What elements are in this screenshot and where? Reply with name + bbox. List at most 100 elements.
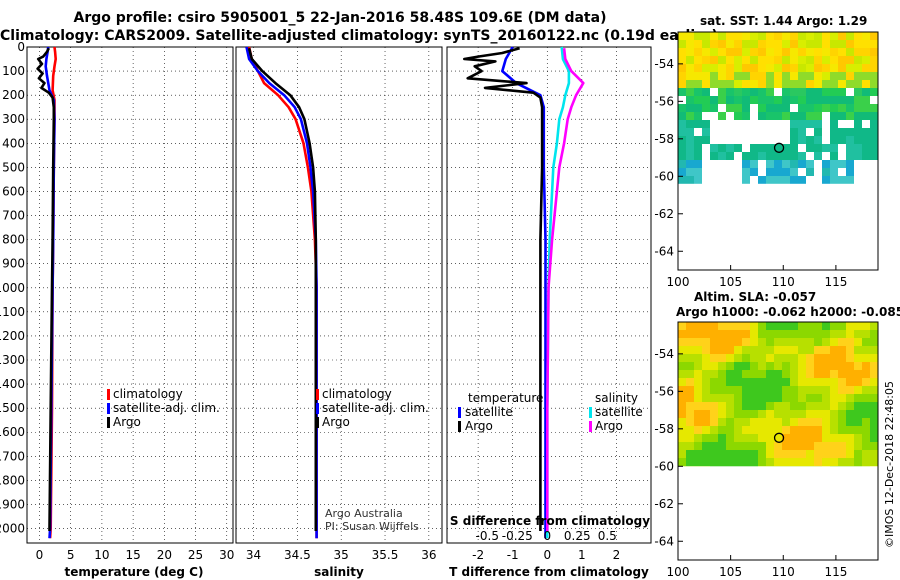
map-cell [710,80,718,88]
map-cell [854,394,862,402]
map-cell [854,426,862,434]
map-cell [862,418,870,426]
map-cell [822,394,830,402]
map-cell [806,346,814,354]
map-cell [678,426,686,434]
map-cell [726,386,734,394]
map-cell [766,168,774,176]
map-cell [846,322,854,330]
map-cell [806,434,814,442]
map-cell [814,40,822,48]
map-cell [862,354,870,362]
map-cell [846,168,854,176]
map-cell [854,330,862,338]
map-x-tick-label: 115 [824,275,847,289]
argo-float-marker [773,432,785,443]
x-tick-label: 20 [157,548,172,562]
map-cell [830,32,838,40]
legend-title: temperature [468,391,543,405]
legend-swatch [589,421,592,432]
legend-label: satellite [595,405,643,419]
map-cell [718,458,726,466]
map-cell [678,458,686,466]
map-cell [814,418,822,426]
map-cell [726,450,734,458]
map-cell [766,56,774,64]
map-cell [758,152,766,160]
map-cell [718,96,726,104]
map-y-tick-label: -60 [654,459,674,473]
map-cell [782,442,790,450]
map-cell [822,354,830,362]
map-cell [694,450,702,458]
map-cell [854,88,862,96]
map-cell [694,330,702,338]
map-cell [782,362,790,370]
map-cell [806,426,814,434]
map-cell [798,402,806,410]
map-cell [742,168,750,176]
map-cell [694,160,702,168]
map-cell [726,410,734,418]
map-cell [686,152,694,160]
map-cell [782,322,790,330]
map-cell [750,346,758,354]
map-cell [742,56,750,64]
map-cell [838,104,846,112]
map-cell [694,378,702,386]
map-cell [862,144,870,152]
map-cell [742,354,750,362]
map-cell [742,104,750,112]
map-cell [790,354,798,362]
map-cell [814,152,822,160]
map-cell [734,112,742,120]
legend-label: satellite-adj. clim. [322,401,429,415]
map-cell [726,88,734,96]
map-cell [790,152,798,160]
map-cell [830,322,838,330]
map-cell [734,104,742,112]
map-cell [822,72,830,80]
map-cell [734,442,742,450]
map-cell [710,450,718,458]
map-cell [782,72,790,80]
map-cell [742,442,750,450]
map-cell [678,144,686,152]
map-cell [862,136,870,144]
map-cell [790,112,798,120]
temperature-panel: 0 5 10 15 20 25 300100200300400500600700800900… [0,40,234,579]
plot-title-line2: Climatology: CARS2009. Satellite-adjuste… [0,28,718,44]
map-cell [718,322,726,330]
map-cell [846,64,854,72]
map-cell [790,160,798,168]
map-cell [798,458,806,466]
map-cell [766,322,774,330]
map-cell [814,128,822,136]
map-cell [686,450,694,458]
map-cell [678,160,686,168]
map-cell [774,386,782,394]
map-cell [726,402,734,410]
map-cell [702,80,710,88]
map-cell [782,144,790,152]
map-cell [694,410,702,418]
map-cell [846,418,854,426]
map-cell [870,56,878,64]
map-cell [678,104,686,112]
map-cell [758,346,766,354]
map-cell [790,96,798,104]
map-cell [846,72,854,80]
map-cell [726,338,734,346]
map-cell [846,450,854,458]
map-cell [854,450,862,458]
map-cell [686,362,694,370]
map-cell [790,330,798,338]
map-cell [750,434,758,442]
map-cell [766,104,774,112]
map-cell [718,72,726,80]
map-cell [838,48,846,56]
x-tick-label: -2 [472,548,484,562]
x-tick-label: 0 [543,548,551,562]
map-cell [694,426,702,434]
map-cell [702,450,710,458]
